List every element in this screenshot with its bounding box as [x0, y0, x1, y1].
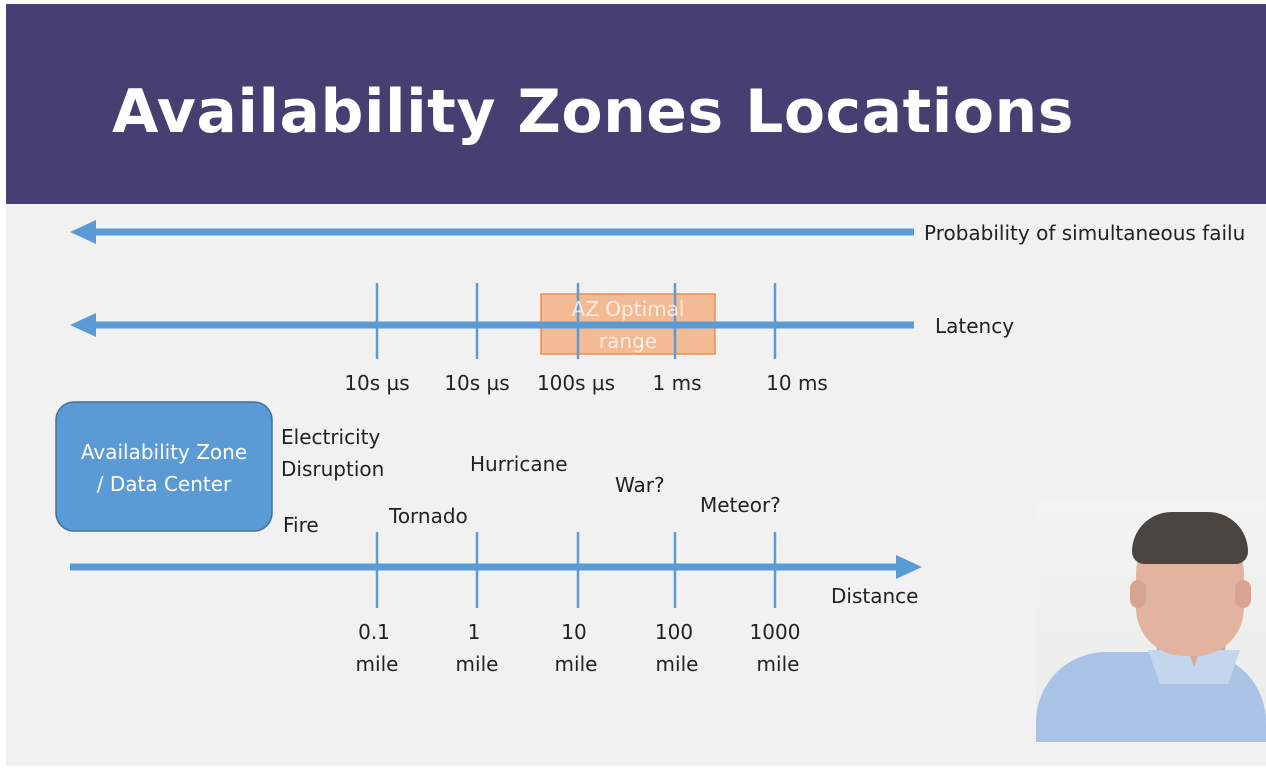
probability-axis-label: Probability of simultaneous failu [924, 221, 1245, 245]
presenter-ear-right [1235, 580, 1251, 608]
distance-tick-unit: mile [656, 652, 699, 676]
latency-axis-label: Latency [935, 314, 1014, 338]
distance-tick-unit: mile [456, 652, 499, 676]
event-tornado: Tornado [388, 504, 468, 528]
slide-title: Availability Zones Locations [112, 77, 1074, 147]
availability-zone-box-line2: / Data Center [97, 472, 232, 496]
availability-zone-box-shape [55, 401, 273, 532]
az-optimal-range-label-line2: range [599, 329, 657, 353]
availability-zone-box: Availability Zone / Data Center [55, 401, 273, 532]
event-labels: Electricity Disruption Fire Tornado Hurr… [281, 425, 781, 537]
latency-tick-label: 100s µs [537, 371, 615, 395]
distance-tick-unit: mile [356, 652, 399, 676]
distance-axis-label: Distance [831, 584, 918, 608]
distance-tick-value: 1000 [750, 620, 801, 644]
event-hurricane: Hurricane [470, 452, 568, 476]
event-electricity-line1: Electricity [281, 425, 381, 449]
distance-axis: Distance 0.1 mile 1 mile 10 mile 100 mil… [70, 532, 922, 676]
distance-tick-unit: mile [757, 652, 800, 676]
latency-axis: AZ Optimal range Latency 10s µs 10s µs 1… [70, 283, 1014, 395]
distance-tick-value: 1 [468, 620, 481, 644]
availability-zones-diagram: Probability of simultaneous failu AZ Opt… [55, 220, 1245, 676]
latency-tick-label: 10s µs [344, 371, 409, 395]
probability-axis: Probability of simultaneous failu [70, 220, 1245, 245]
distance-tick-value: 10 [561, 620, 586, 644]
latency-arrowhead [70, 313, 96, 337]
distance-tick-value: 100 [655, 620, 693, 644]
event-fire: Fire [283, 513, 319, 537]
presenter-hair [1132, 512, 1248, 564]
event-meteor: Meteor? [700, 493, 781, 517]
az-optimal-range-label-line1: AZ Optimal [572, 297, 685, 321]
distance-arrowhead [896, 555, 922, 579]
slide: Availability Zones Locations Probability… [6, 4, 1266, 766]
distance-tick-unit: mile [555, 652, 598, 676]
distance-tick-value: 0.1 [358, 620, 390, 644]
presenter-ear-left [1130, 580, 1146, 608]
probability-arrowhead [70, 220, 96, 244]
event-war: War? [615, 473, 665, 497]
latency-tick-label: 10s µs [444, 371, 509, 395]
event-electricity-line2: Disruption [281, 457, 384, 481]
availability-zone-box-line1: Availability Zone [81, 440, 247, 464]
latency-tick-label: 10 ms [766, 371, 828, 395]
presenter-video [1036, 502, 1266, 742]
slide-header: Availability Zones Locations [6, 4, 1266, 204]
latency-tick-label: 1 ms [653, 371, 702, 395]
